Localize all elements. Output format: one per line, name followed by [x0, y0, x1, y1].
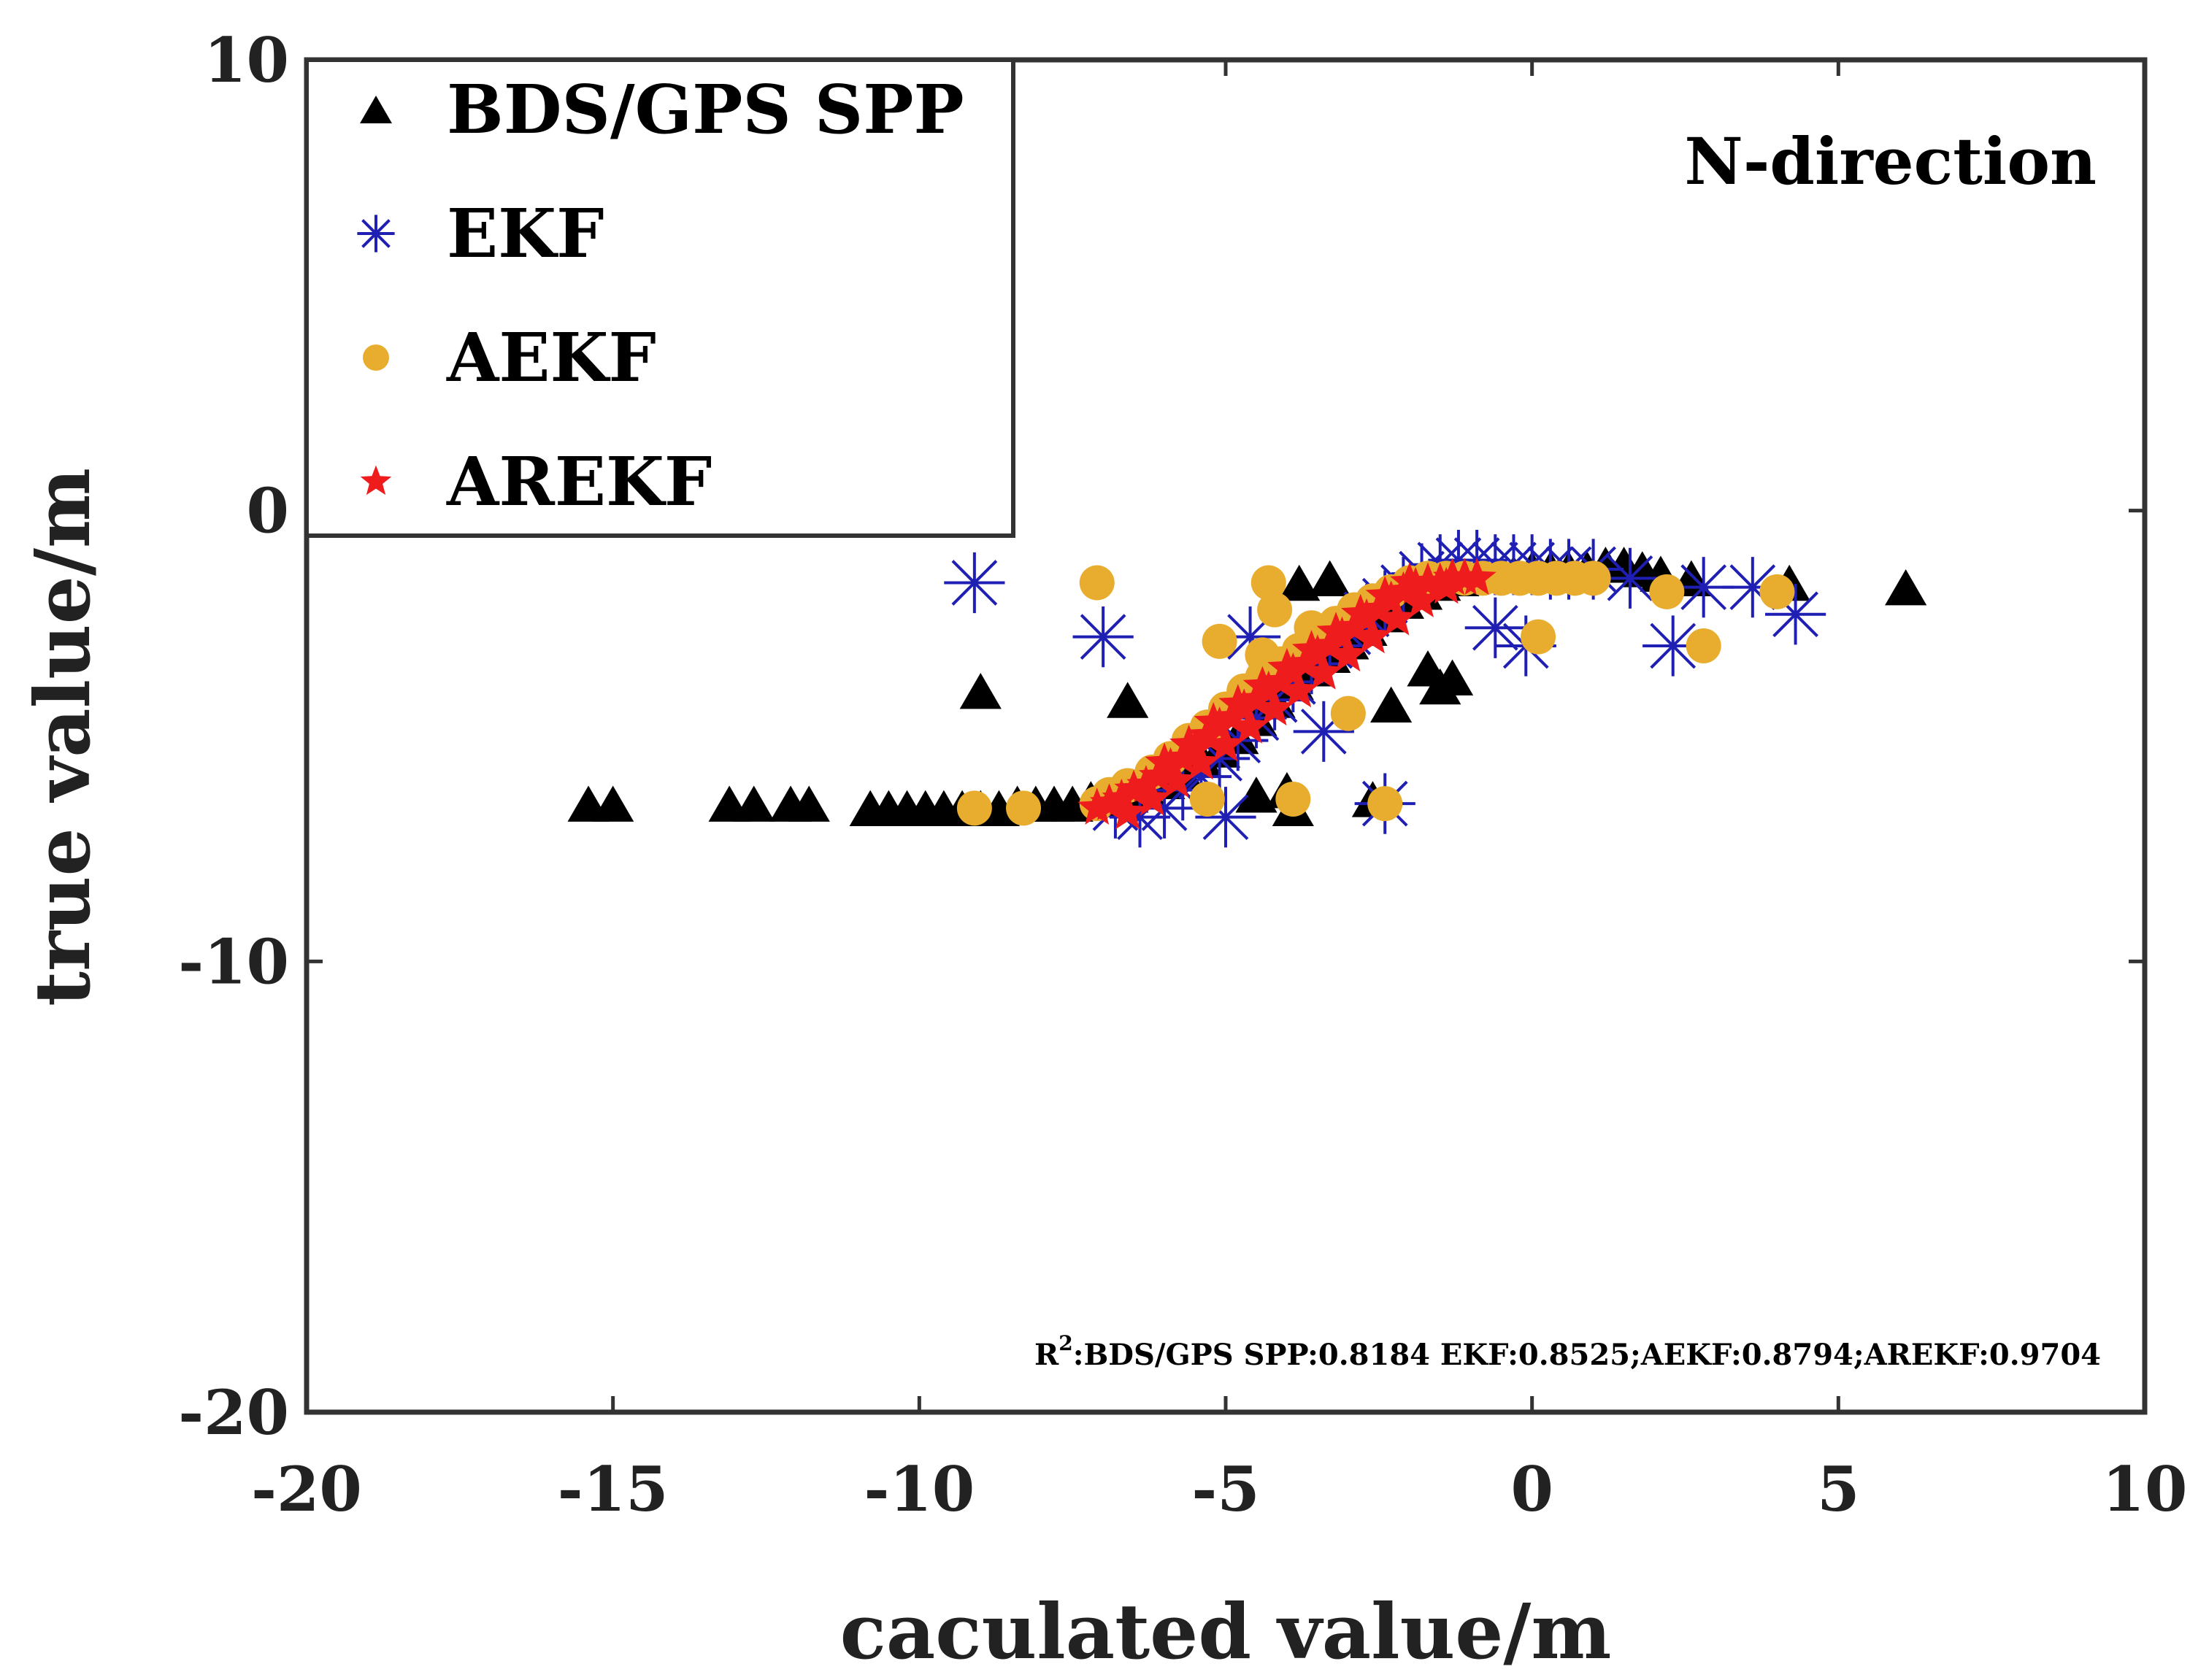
data-point — [1145, 742, 1184, 780]
data-point — [1195, 787, 1256, 848]
data-marks — [567, 530, 1927, 848]
data-point — [1126, 765, 1166, 803]
data-point — [1309, 560, 1351, 597]
legend-marker — [360, 465, 392, 496]
y-tick-label: 10 — [204, 24, 289, 96]
data-point — [1202, 623, 1237, 659]
series-arekf — [1077, 558, 1496, 830]
data-point — [1885, 569, 1927, 606]
data-point — [1329, 634, 1368, 671]
data-point — [1278, 564, 1321, 601]
r2-annotation: R2:BDS/GPS SPP:0.8184 EKF:0.8525;AEKF:0.… — [1034, 1331, 2101, 1372]
data-point — [1365, 576, 1405, 613]
legend-label: AEKF — [446, 318, 656, 397]
legend: BDS/GPS SPP EKF AEKF AREKF — [304, 58, 1015, 538]
data-point — [1102, 779, 1141, 816]
data-point — [1235, 777, 1278, 813]
data-point — [1181, 742, 1221, 780]
data-point — [1294, 610, 1329, 646]
data-point — [1402, 580, 1442, 617]
data-point — [1304, 652, 1343, 690]
data-point — [1267, 647, 1307, 685]
data-point — [944, 552, 1005, 614]
data-point — [1242, 666, 1282, 704]
data-point — [1353, 616, 1393, 654]
r2-prefix: R — [1034, 1338, 1059, 1372]
x-tick-label: -5 — [1191, 1453, 1259, 1525]
data-point — [1230, 706, 1270, 744]
data-point — [1108, 792, 1148, 830]
data-point — [1464, 597, 1526, 658]
data-point — [1686, 628, 1721, 663]
data-point — [1132, 779, 1172, 816]
data-point — [1390, 562, 1429, 600]
r2-values: :BDS/GPS SPP:0.8184 EKF:0.8525;AEKF:0.87… — [1073, 1338, 2101, 1372]
data-point — [733, 785, 775, 822]
data-point — [1077, 787, 1117, 825]
data-point — [1250, 565, 1286, 601]
y-tick-label: -20 — [178, 1376, 289, 1449]
data-point — [959, 673, 1002, 709]
data-point — [1316, 612, 1356, 650]
data-point — [788, 785, 830, 822]
data-point — [1255, 688, 1294, 726]
data-point — [1169, 724, 1209, 762]
r2-superscript: 2 — [1058, 1331, 1072, 1355]
x-tick-label: 0 — [1510, 1453, 1553, 1525]
y-axis-label: true value/m — [18, 468, 107, 1006]
x-tick-label: -15 — [558, 1453, 669, 1525]
tick-labels: -20 -15 -10 -5 0 5 10 -20 -10 0 10 — [178, 24, 2187, 1525]
data-point — [1006, 790, 1042, 826]
data-point — [1114, 769, 1153, 807]
data-point — [1378, 598, 1417, 636]
legend-marker — [357, 215, 395, 253]
direction-annotation: N-direction — [1684, 123, 2097, 199]
data-point — [1330, 695, 1366, 731]
data-point — [1370, 686, 1413, 723]
data-point — [1206, 724, 1245, 762]
data-point — [1759, 574, 1795, 609]
data-point — [1431, 659, 1474, 695]
data-point — [1521, 619, 1556, 655]
data-point — [1457, 558, 1496, 595]
legend-label: BDS/GPS SPP — [447, 70, 964, 149]
data-point — [1194, 702, 1233, 739]
legend-label: AREKF — [446, 442, 712, 521]
legend-marker — [360, 96, 392, 123]
x-tick-label: -20 — [251, 1453, 362, 1525]
data-point — [1280, 670, 1319, 708]
data-point — [1189, 781, 1225, 817]
data-point — [1426, 566, 1466, 604]
legend-marker — [363, 344, 389, 371]
x-tick-label: 10 — [2102, 1453, 2188, 1525]
data-point — [1072, 606, 1134, 668]
legend-box — [304, 58, 1015, 538]
legend-label: EKF — [447, 194, 604, 273]
data-point — [1575, 560, 1611, 596]
x-tick-label: -10 — [864, 1453, 975, 1525]
data-point — [1089, 783, 1129, 820]
data-point — [1079, 565, 1115, 601]
y-tick-label: 0 — [247, 475, 289, 547]
data-point — [592, 785, 634, 822]
data-point — [1157, 760, 1196, 798]
data-point — [1367, 786, 1403, 822]
x-axis-label: caculated value/m — [840, 1587, 1612, 1676]
data-point — [1275, 781, 1311, 817]
data-point — [956, 790, 992, 826]
data-point — [1257, 592, 1293, 628]
data-point — [1218, 684, 1258, 721]
data-point — [1341, 593, 1380, 631]
data-point — [1291, 630, 1332, 667]
data-point — [1599, 547, 1661, 609]
y-tick-label: -10 — [178, 925, 289, 998]
data-point — [1649, 574, 1685, 609]
data-point — [1107, 682, 1149, 718]
x-tick-label: 5 — [1817, 1453, 1859, 1525]
